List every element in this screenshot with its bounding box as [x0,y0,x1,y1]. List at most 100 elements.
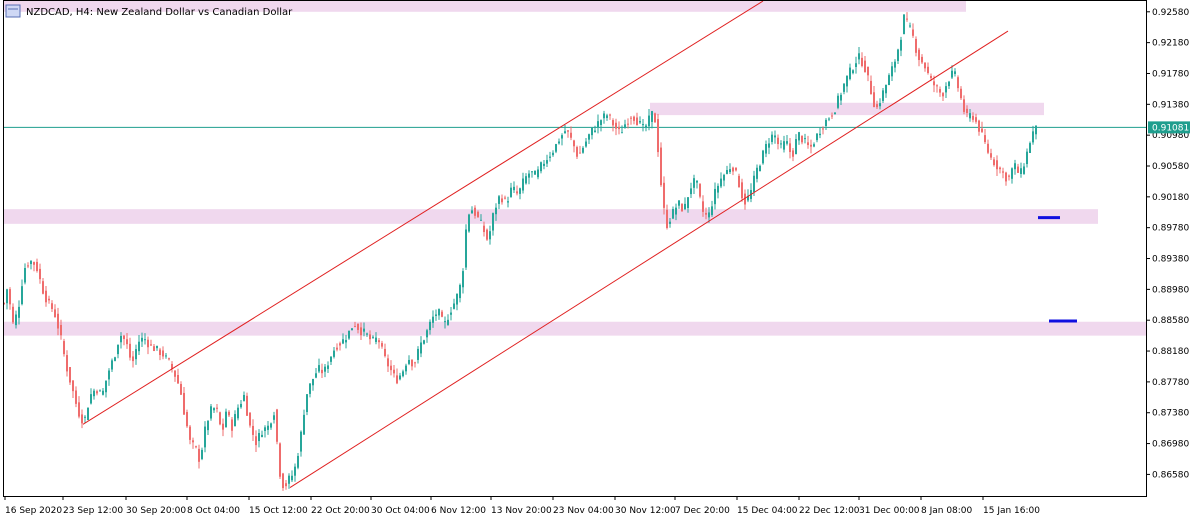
candle [486,228,488,241]
candle [798,131,800,145]
candle [414,361,416,368]
candle [543,160,545,170]
candle [96,389,98,396]
candle [999,166,1001,174]
markers-layer[interactable] [1038,216,1077,323]
candle-body [381,343,383,347]
support-zone-lower[interactable] [4,321,1146,336]
candle-body [327,365,329,369]
support-zone-upper[interactable] [4,209,1098,224]
candle [264,425,266,438]
candle-body [414,362,416,364]
candle-body [42,281,44,294]
candle [1029,141,1031,154]
candle [402,369,404,378]
candle-body [531,171,533,173]
candle [936,84,938,93]
time-tick-label: 30 Sep 20:00 [126,506,186,516]
candle [492,212,494,236]
trend-lines-layer[interactable] [82,0,1009,488]
candle-body [957,77,959,89]
candle-body [603,113,605,119]
candle-body [963,99,965,112]
candle [579,145,581,154]
candle-body [24,268,26,283]
candle-body [372,336,374,338]
candle [81,409,83,429]
candle [483,221,485,237]
candle [423,339,425,345]
candle [1005,171,1007,186]
candle-body [18,306,20,318]
candle [198,444,200,469]
candle [510,182,512,198]
time-tick-label: 8 Oct 04:00 [187,506,240,516]
candle-body [558,141,560,144]
candle [897,48,899,65]
candle [192,437,194,449]
resistance-zone-top[interactable] [4,1,966,12]
resistance-zone-mid[interactable] [650,102,1044,116]
candle-body [93,390,95,397]
candle-body [498,196,500,204]
candle [864,56,866,73]
candle-body [21,286,23,305]
candle-body [978,120,980,132]
price-tick-label: 0.91380 [1152,100,1189,110]
candle-body [630,117,632,119]
candle-body [945,86,947,93]
channel-upper-line[interactable] [82,0,764,425]
candle-body [714,188,716,205]
candle-body [129,343,131,358]
candle [960,86,962,100]
candle [651,110,653,129]
candle [1008,174,1010,181]
candle [501,194,503,205]
candle [48,295,50,304]
candle-body [402,371,404,377]
candle [360,322,362,341]
candle [225,408,227,428]
candle-body [702,201,704,212]
channel-lower-line[interactable] [289,30,1009,488]
candle [417,346,419,364]
candle [906,12,908,22]
candle [717,183,719,199]
candle [441,309,443,318]
candle-body [483,225,485,233]
candle [987,139,989,155]
candle-body [573,140,575,147]
candle-body [846,75,848,87]
candle-body [258,433,260,442]
candle-body [279,443,281,477]
candle [939,86,941,97]
candle-body [336,347,338,350]
candle-body [399,375,401,380]
price-axis[interactable]: 0.92580 0.92180 0.91780 0.91380 0.90980 0.905… [1146,8,1190,481]
candle-body [480,219,482,221]
candle-body [501,198,503,203]
candle-body [1014,163,1016,170]
time-tick-label: 15 Dec 04:00 [737,506,798,516]
candle [663,176,665,215]
candle [75,386,77,408]
candle [744,189,746,210]
candle [42,278,44,295]
candle-body [183,392,185,415]
candle-body [243,394,245,401]
candle-body [1011,168,1013,179]
time-tick-label: 22 Oct 20:00 [311,506,370,516]
time-axis[interactable]: 16 Sep 2020 23 Sep 12:00 30 Sep 20:00 8 Oct… [4,496,1040,516]
candle [870,75,872,95]
candle-body [708,212,710,218]
candle [189,425,191,445]
candle-body [96,391,98,394]
candle-body [390,365,392,371]
candle [474,205,476,219]
candle [573,139,575,153]
candle-body [738,175,740,188]
candle-body [576,147,578,157]
candle-body [855,63,857,68]
